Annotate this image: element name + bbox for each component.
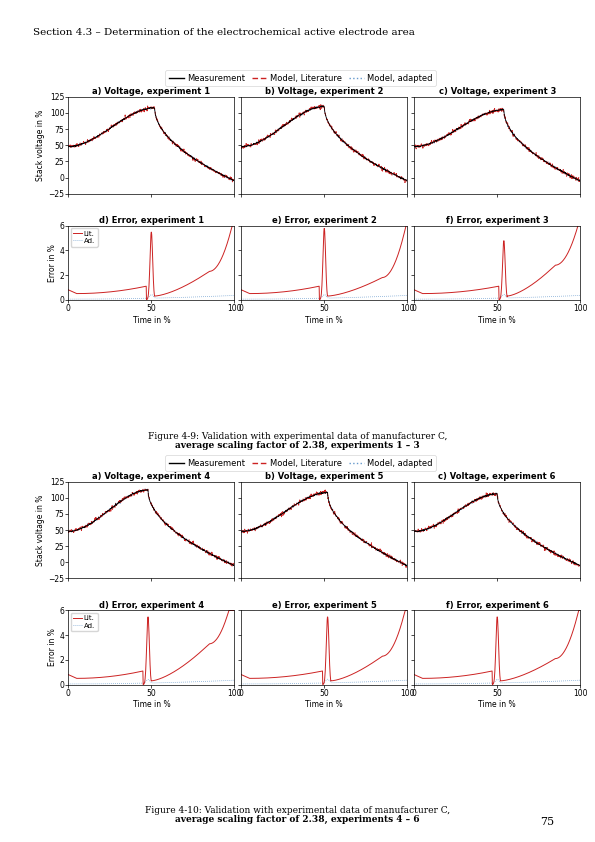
Text: average scaling factor of 2.38, experiments 4 – 6: average scaling factor of 2.38, experime… bbox=[175, 815, 420, 824]
Y-axis label: Stack voltage in %: Stack voltage in % bbox=[36, 109, 45, 181]
Title: a) Voltage, experiment 4: a) Voltage, experiment 4 bbox=[92, 472, 211, 481]
Title: d) Error, experiment 1: d) Error, experiment 1 bbox=[99, 216, 204, 225]
X-axis label: Time in %: Time in % bbox=[478, 701, 516, 710]
Y-axis label: Error in %: Error in % bbox=[48, 244, 57, 281]
Legend: Measurement, Model, Literature, Model, adapted: Measurement, Model, Literature, Model, a… bbox=[165, 71, 436, 86]
Text: 75: 75 bbox=[540, 817, 555, 827]
Title: e) Error, experiment 2: e) Error, experiment 2 bbox=[272, 216, 377, 225]
X-axis label: Time in %: Time in % bbox=[133, 316, 170, 325]
Legend: Lit., Ad.: Lit., Ad. bbox=[71, 227, 98, 247]
X-axis label: Time in %: Time in % bbox=[133, 701, 170, 710]
X-axis label: Time in %: Time in % bbox=[305, 316, 343, 325]
Title: a) Voltage, experiment 1: a) Voltage, experiment 1 bbox=[92, 87, 211, 96]
Legend: Measurement, Model, Literature, Model, adapted: Measurement, Model, Literature, Model, a… bbox=[165, 456, 436, 471]
X-axis label: Time in %: Time in % bbox=[305, 701, 343, 710]
Title: b) Voltage, experiment 2: b) Voltage, experiment 2 bbox=[265, 87, 384, 96]
Text: Figure 4-9: Validation with experimental data of manufacturer C,: Figure 4-9: Validation with experimental… bbox=[148, 432, 447, 441]
Text: Section 4.3 – Determination of the electrochemical active electrode area: Section 4.3 – Determination of the elect… bbox=[33, 28, 415, 37]
Y-axis label: Stack voltage in %: Stack voltage in % bbox=[36, 494, 45, 566]
Y-axis label: Error in %: Error in % bbox=[48, 629, 57, 666]
Title: f) Error, experiment 6: f) Error, experiment 6 bbox=[446, 600, 549, 610]
Title: b) Voltage, experiment 5: b) Voltage, experiment 5 bbox=[265, 472, 384, 481]
Legend: Lit., Ad.: Lit., Ad. bbox=[71, 612, 98, 632]
Title: d) Error, experiment 4: d) Error, experiment 4 bbox=[99, 600, 204, 610]
Text: Figure 4-10: Validation with experimental data of manufacturer C,: Figure 4-10: Validation with experimenta… bbox=[145, 806, 450, 815]
Text: average scaling factor of 2.38, experiments 1 – 3: average scaling factor of 2.38, experime… bbox=[175, 441, 420, 450]
Title: f) Error, experiment 3: f) Error, experiment 3 bbox=[446, 216, 549, 225]
Title: c) Voltage, experiment 3: c) Voltage, experiment 3 bbox=[439, 87, 556, 96]
Title: e) Error, experiment 5: e) Error, experiment 5 bbox=[272, 600, 377, 610]
Title: c) Voltage, experiment 6: c) Voltage, experiment 6 bbox=[439, 472, 556, 481]
X-axis label: Time in %: Time in % bbox=[478, 316, 516, 325]
